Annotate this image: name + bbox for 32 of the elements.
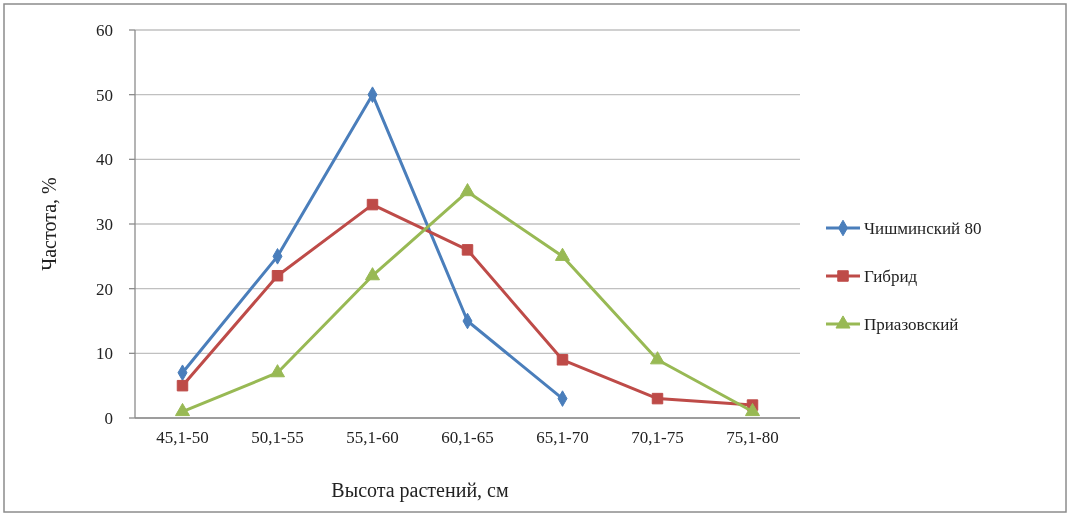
point — [651, 392, 664, 405]
legend-label: Чишминский 80 — [864, 218, 982, 238]
point — [270, 364, 286, 378]
legend-label: Гибрид — [864, 266, 918, 286]
point — [461, 244, 474, 256]
y-tick-label: 50 — [96, 85, 113, 105]
point — [365, 267, 381, 281]
y-axis-title: Частота, % — [38, 177, 60, 271]
x-tick-label: 65,1-70 — [536, 428, 589, 447]
point — [650, 351, 666, 365]
y-tick-label: 60 — [96, 20, 113, 40]
point — [175, 402, 191, 417]
x-tick-label: 70,1-75 — [631, 428, 684, 447]
point — [176, 379, 189, 392]
y-tick-label: 10 — [96, 344, 113, 364]
y-tick-label: 0 — [104, 408, 113, 428]
y-tick-label: 30 — [96, 214, 113, 234]
point — [460, 183, 476, 197]
point — [745, 402, 761, 417]
x-tick-label: 45,1-50 — [156, 428, 209, 447]
point — [366, 198, 379, 211]
y-tick-label: 20 — [96, 279, 113, 299]
x-tick-label: 55,1-60 — [346, 428, 399, 447]
point — [556, 354, 569, 366]
point — [271, 269, 284, 282]
legend-label: Приазовский — [864, 314, 959, 334]
x-axis-title: Высота растений, см — [331, 479, 509, 502]
x-tick-label: 60,1-65 — [441, 428, 494, 447]
x-tick-label: 50,1-55 — [251, 428, 304, 447]
point — [555, 247, 571, 261]
y-tick-label: 40 — [96, 150, 113, 170]
x-tick-label: 75,1-80 — [726, 428, 779, 447]
